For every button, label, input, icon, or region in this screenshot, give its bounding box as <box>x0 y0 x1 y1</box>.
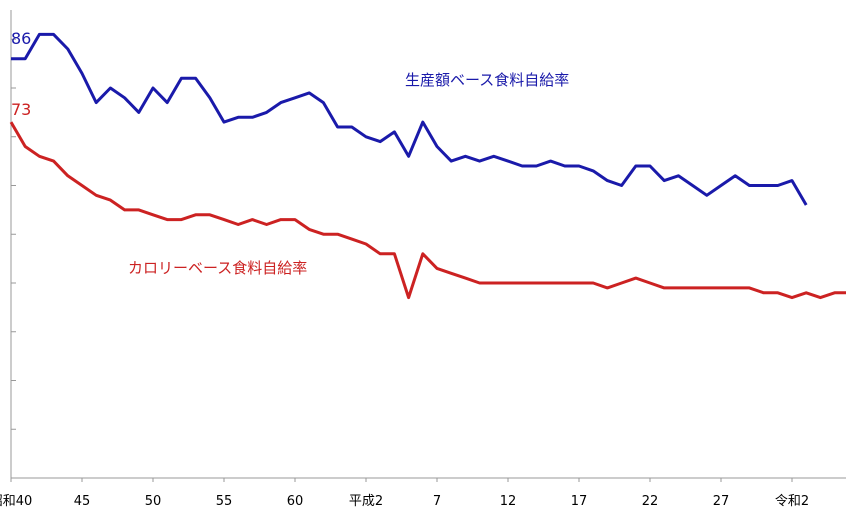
x-tick-label: 12 <box>500 494 517 509</box>
x-tick-label: 50 <box>145 494 162 509</box>
x-tick-label: 令和2 <box>775 494 809 509</box>
x-tick-label: 60 <box>287 494 304 509</box>
start-value-label-calorie: 73 <box>11 100 31 119</box>
series-label-production-value: 生産額ベース食料自給率 <box>405 71 569 89</box>
labels-layer: 生産額ベース食料自給率 カロリーベース食料自給率 86 73 <box>11 29 569 277</box>
series-layer <box>9 32 846 300</box>
x-tick-label: 22 <box>642 494 659 509</box>
series-line-0 <box>11 32 808 206</box>
x-tick-label: 45 <box>74 494 91 509</box>
series-line-1 <box>9 121 846 300</box>
x-tick-label: 昭和40 <box>0 494 32 509</box>
x-tick-label: 平成2 <box>349 494 383 509</box>
axes: 昭和40 45 50 55 60 平成2 7 12 17 22 27 令和2 <box>0 10 846 509</box>
x-tick-label: 17 <box>571 494 588 509</box>
x-tick-label: 7 <box>433 494 441 509</box>
x-tick-label: 55 <box>216 494 233 509</box>
series-label-calorie: カロリーベース食料自給率 <box>128 259 307 277</box>
start-value-label-production: 86 <box>11 29 31 48</box>
x-tick-label: 27 <box>713 494 730 509</box>
